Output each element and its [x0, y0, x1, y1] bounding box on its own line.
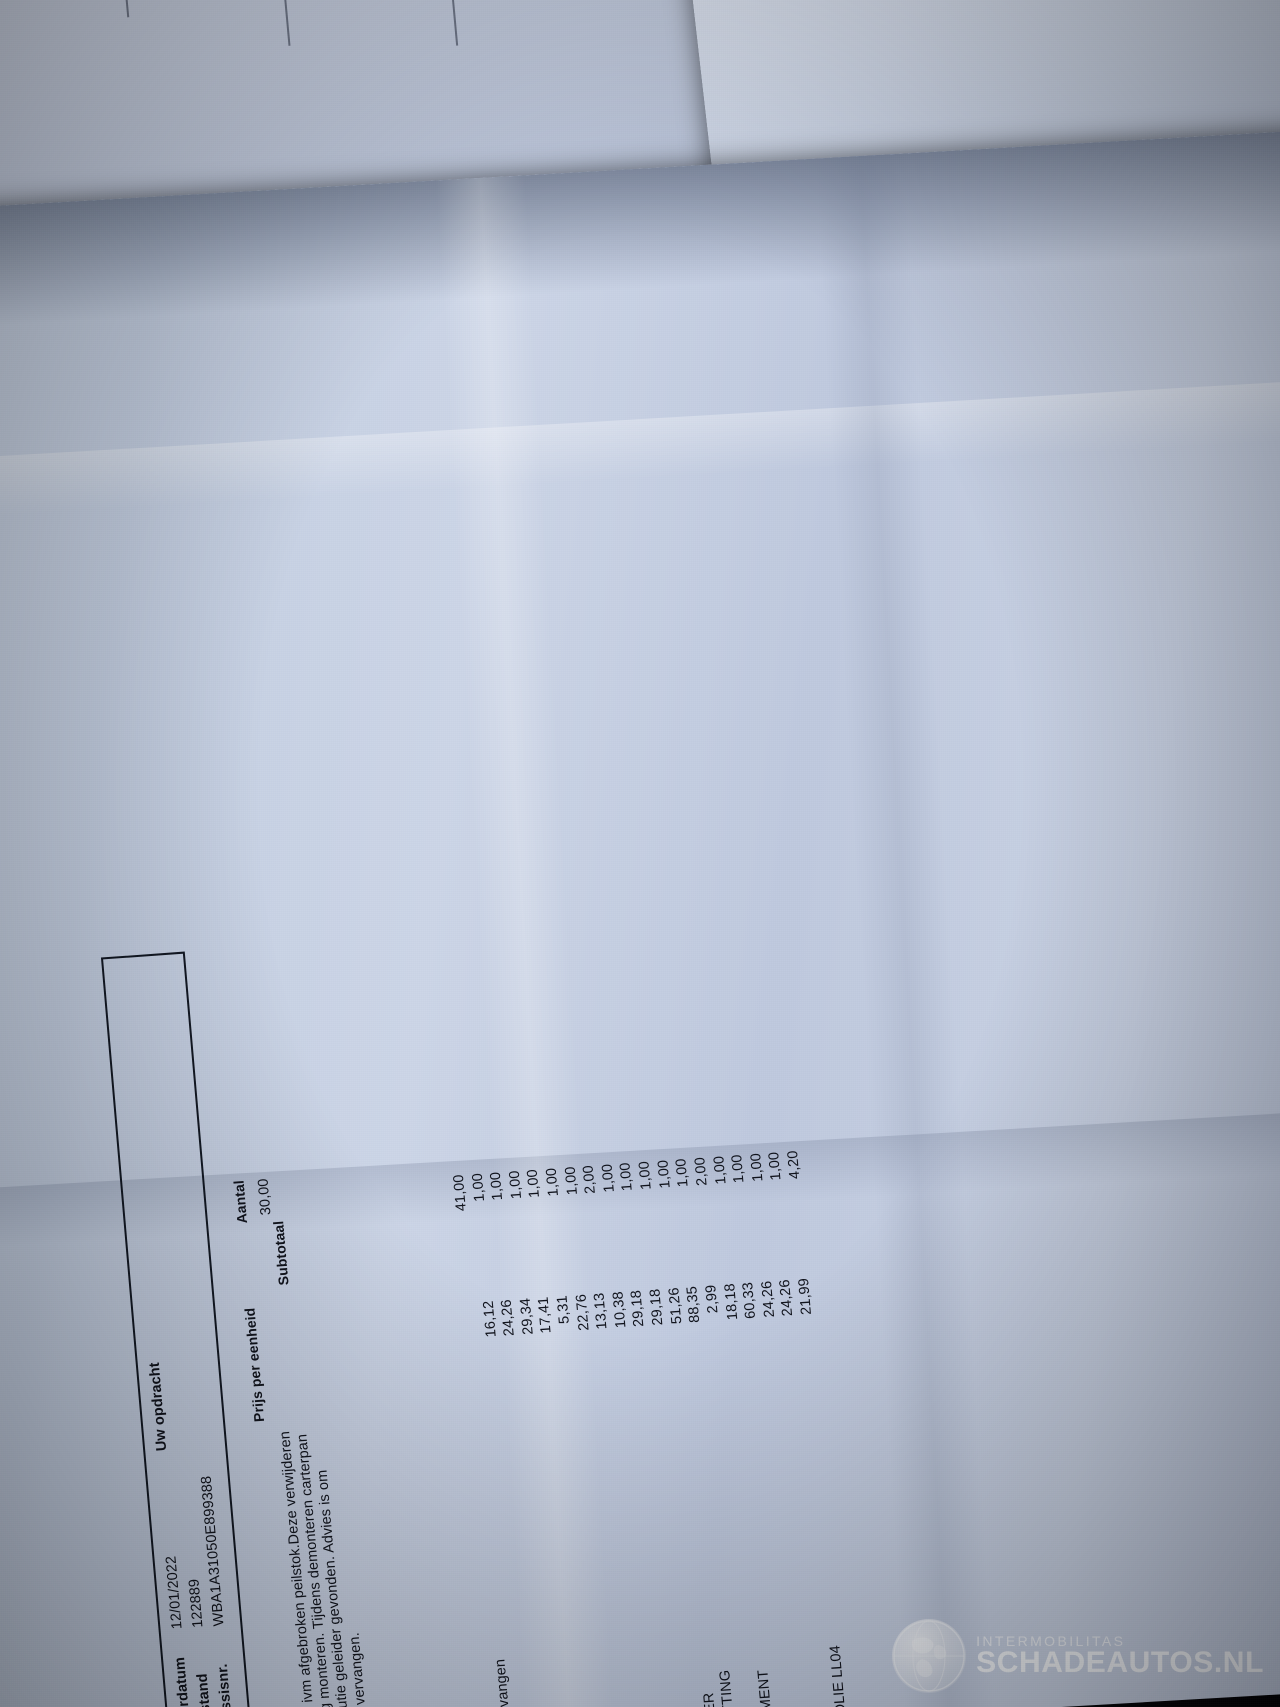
watermark-bottom-label: SCHADEAUTOS.NL — [976, 1646, 1264, 1679]
order-details-table: Ordernummer 22381 Orderdatum 12/01/2022 … — [140, 1303, 263, 1707]
line-items-table: Nummer Omschrijving Prijs per eenheid Aa… — [230, 1174, 394, 1707]
watermark: INTERMOBILITAS SCHADEAUTOS.NL — [892, 1619, 1264, 1693]
labour-price — [263, 1264, 347, 1427]
paper-fragment-text: SCvuitv — [0, 347, 19, 478]
invoice-paper-sheet: Factuur® Factuurdatum 19/01/2022 Factuur… — [0, 127, 1280, 1707]
labour-qty: 30,00 — [254, 1177, 275, 1216]
watermark-text: INTERMOBILITAS SCHADEAUTOS.NL — [976, 1634, 1264, 1678]
order-blank — [163, 1306, 184, 1333]
order-value-uw-opdracht — [142, 1308, 163, 1335]
parts-table: 1131555Distributieketting vervangen41,00… — [451, 1148, 890, 1707]
sheet-rule — [122, 0, 130, 18]
sheet-rule — [446, 0, 459, 46]
globe-icon — [892, 1619, 967, 1693]
line-items-section: Nummer Omschrijving Prijs per eenheid Aa… — [230, 1174, 394, 1707]
order-blank — [184, 1305, 205, 1332]
invoice-content: Factuur® Factuurdatum 19/01/2022 Factuur… — [0, 478, 1008, 1707]
watermark-top-label: INTERMOBILITAS — [976, 1633, 1126, 1649]
order-label-chassisnr: Chassisnr. — [214, 1663, 238, 1707]
sheet-rule — [279, 0, 291, 46]
parts-rows-section: 1131555Distributieketting vervangen41,00… — [451, 1148, 890, 1707]
